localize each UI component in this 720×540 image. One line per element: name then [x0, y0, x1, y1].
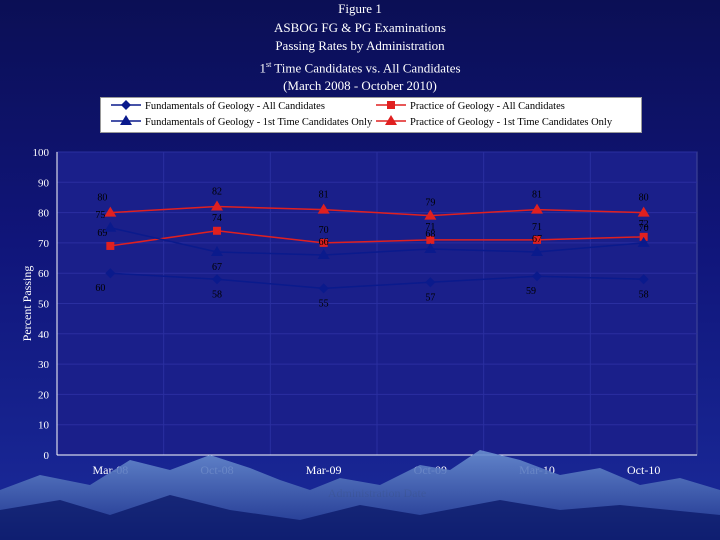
- y-tick-label: 60: [38, 268, 50, 280]
- data-point: [424, 242, 437, 253]
- data-label: 67: [212, 262, 222, 273]
- series-3: 75 67 66 68 67 70: [95, 210, 650, 273]
- data-point: [104, 206, 117, 217]
- data-label: 67: [532, 234, 542, 245]
- ordinal-suffix: st: [265, 59, 272, 69]
- series-line: [110, 205, 644, 217]
- data-label: 66: [319, 237, 329, 248]
- legend-marker: [385, 115, 397, 125]
- data-label: 81: [532, 190, 542, 201]
- data-point: [637, 206, 650, 217]
- x-tick-label: Oct-10: [627, 463, 660, 477]
- legend-label: Practice of Geology - All Candidates: [410, 101, 565, 112]
- y-tick-label: 100: [33, 147, 50, 159]
- data-point: [425, 277, 436, 288]
- ordinal-number: 1: [259, 59, 266, 75]
- data-point: [639, 232, 648, 241]
- legend-graphic: Fundamentals of Geology - All Candidates…: [111, 100, 613, 128]
- data-point: [104, 221, 117, 232]
- figure-date-range: (March 2008 - October 2010): [283, 78, 437, 94]
- y-tick-label: 20: [38, 389, 50, 401]
- x-tick-label: Mar-09: [306, 463, 342, 477]
- data-label: 71: [425, 222, 435, 233]
- legend-marker: [121, 100, 131, 110]
- data-label: 74: [212, 213, 222, 224]
- y-axis-title: Percent Passing: [20, 266, 34, 342]
- data-label: 82: [212, 187, 222, 198]
- y-tick-label: 50: [38, 299, 50, 311]
- legend-item: Fundamentals of Geology - All Candidates: [111, 100, 325, 112]
- series-2: 69 74 70 71 71 72: [97, 213, 649, 250]
- data-point: [213, 226, 221, 235]
- data-label: 55: [319, 298, 329, 309]
- figure-comparison: 1st Time Candidates vs. All Candidates: [0, 56, 720, 78]
- data-label: 68: [425, 229, 435, 240]
- data-point: [319, 238, 328, 247]
- data-point: [211, 245, 223, 256]
- figure-title-block: Figure 1 ASBOG FG & PG Examinations Pass…: [0, 0, 720, 96]
- series-line: [110, 272, 644, 290]
- data-label: 69: [97, 228, 107, 239]
- series-1: 60 58 55 57 59 58: [95, 268, 649, 309]
- legend-label: Practice of Geology - 1st Time Candidate…: [410, 117, 613, 128]
- figure-number: Figure 1: [338, 1, 382, 16]
- data-label: 60: [95, 283, 105, 294]
- data-point: [106, 241, 115, 250]
- data-point: [426, 235, 435, 244]
- data-point: [532, 271, 542, 282]
- y-tick-label: 80: [38, 208, 50, 220]
- series-4: 80 82 81 79 81 80: [97, 187, 650, 220]
- data-label: 70: [639, 223, 649, 234]
- data-label: 75: [95, 210, 105, 221]
- legend-item: Practice of Geology - All Candidates: [376, 101, 565, 112]
- figure-title: ASBOG FG & PG Examinations: [274, 19, 446, 35]
- data-label: 57: [425, 292, 435, 303]
- series-line: [110, 230, 644, 247]
- legend-marker: [387, 101, 395, 109]
- data-point: [637, 236, 650, 247]
- mountain-decoration: [0, 450, 720, 540]
- data-point: [317, 203, 330, 214]
- data-point: [424, 209, 437, 220]
- chart-legend: Fundamentals of Geology - All Candidates…: [100, 97, 642, 133]
- y-tick-label: 0: [44, 450, 50, 462]
- data-point: [317, 249, 330, 260]
- comparison-text: Time Candidates vs. All Candidates: [271, 59, 461, 75]
- y-tick-label: 30: [38, 359, 50, 371]
- legend-label: Fundamentals of Geology - 1st Time Candi…: [145, 117, 373, 128]
- data-label: 58: [639, 289, 649, 300]
- data-point: [531, 203, 543, 214]
- data-point: [531, 245, 543, 256]
- data-label: 70: [319, 225, 329, 236]
- data-label: 80: [97, 193, 107, 204]
- legend-marker: [120, 115, 132, 125]
- data-label: 79: [425, 198, 435, 209]
- y-tick-label: 70: [38, 238, 50, 250]
- data-label: 80: [639, 193, 649, 204]
- data-label: 71: [532, 222, 542, 233]
- figure-subtitle: Passing Rates by Administration: [275, 38, 445, 53]
- legend-label: Fundamentals of Geology - All Candidates: [145, 101, 325, 112]
- legend-item: Fundamentals of Geology - 1st Time Candi…: [111, 115, 373, 128]
- y-tick-label: 10: [38, 420, 50, 432]
- data-point: [211, 200, 223, 211]
- data-label: 81: [319, 190, 329, 201]
- data-point: [638, 274, 649, 285]
- y-tick-label: 90: [38, 177, 50, 189]
- data-point: [105, 268, 116, 279]
- legend-item: Practice of Geology - 1st Time Candidate…: [376, 115, 613, 128]
- series-line: [110, 227, 644, 256]
- data-label: 58: [212, 289, 222, 300]
- data-label: 59: [526, 286, 536, 297]
- data-point: [212, 274, 222, 285]
- data-point: [318, 283, 329, 294]
- data-point: [533, 235, 541, 244]
- data-label: 72: [639, 219, 649, 230]
- y-tick-label: 40: [38, 329, 50, 341]
